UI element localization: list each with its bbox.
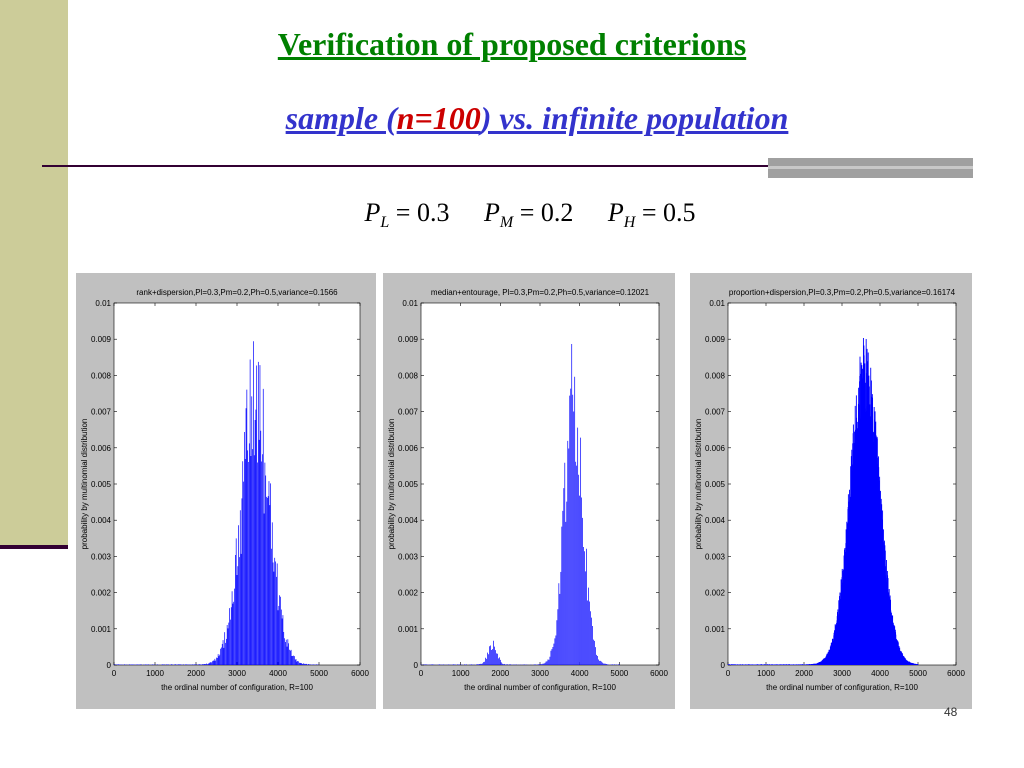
slide-subtitle: sample (n=100) vs. infinite population bbox=[0, 100, 1024, 137]
y-tick-label: 0.001 bbox=[705, 625, 726, 634]
x-tick-label: 5000 bbox=[310, 669, 328, 678]
x-tick-label: 2000 bbox=[491, 669, 509, 678]
x-tick-label: 4000 bbox=[871, 669, 889, 678]
distribution-bars bbox=[420, 343, 620, 665]
formula-term-high: PH = 0.5 bbox=[607, 198, 696, 232]
side-divider bbox=[0, 545, 68, 549]
y-tick-label: 0.004 bbox=[398, 516, 419, 525]
x-tick-label: 3000 bbox=[531, 669, 549, 678]
x-tick-label: 6000 bbox=[947, 669, 965, 678]
probability-formula: PL = 0.3 PM = 0.2 PH = 0.5 bbox=[0, 198, 1024, 232]
y-tick-label: 0.01 bbox=[402, 299, 418, 308]
x-tick-label: 1000 bbox=[452, 669, 470, 678]
chart-proportion-dispersion: proportion+dispersion,Pl=0.3,Pm=0.2,Ph=0… bbox=[694, 288, 965, 692]
distribution-bars bbox=[113, 341, 320, 665]
y-axis-label: probability by multinomial distribution bbox=[694, 419, 703, 550]
y-tick-label: 0.001 bbox=[91, 625, 112, 634]
y-tick-label: 0.006 bbox=[705, 444, 726, 453]
y-tick-label: 0.01 bbox=[709, 299, 725, 308]
y-tick-label: 0.001 bbox=[398, 625, 419, 634]
y-tick-label: 0.002 bbox=[91, 589, 112, 598]
y-tick-label: 0.005 bbox=[398, 480, 419, 489]
y-tick-label: 0.007 bbox=[705, 408, 726, 417]
y-tick-label: 0.009 bbox=[398, 335, 419, 344]
page-number: 48 bbox=[944, 705, 958, 719]
x-tick-label: 2000 bbox=[187, 669, 205, 678]
y-tick-label: 0.005 bbox=[91, 480, 112, 489]
y-tick-label: 0.008 bbox=[705, 371, 726, 380]
x-axis-label: the ordinal number of configuration, R=1… bbox=[161, 683, 313, 692]
y-tick-label: 0.007 bbox=[91, 408, 112, 417]
y-tick-label: 0.009 bbox=[705, 335, 726, 344]
y-axis-label: probability by multinomial distribution bbox=[80, 419, 89, 550]
chart-rank-dispersion: rank+dispersion,Pl=0.3,Pm=0.2,Ph=0.5,var… bbox=[80, 288, 369, 692]
distribution-bars bbox=[727, 337, 919, 665]
formula-term-low: PL = 0.3 bbox=[364, 198, 450, 232]
x-tick-label: 5000 bbox=[909, 669, 927, 678]
x-tick-label: 6000 bbox=[650, 669, 668, 678]
chart-panel-rank-dispersion: rank+dispersion,Pl=0.3,Pm=0.2,Ph=0.5,var… bbox=[76, 273, 376, 709]
x-tick-label: 0 bbox=[112, 669, 117, 678]
y-tick-label: 0 bbox=[107, 661, 112, 670]
x-tick-label: 6000 bbox=[351, 669, 369, 678]
x-tick-label: 4000 bbox=[571, 669, 589, 678]
slide-title: Verification of proposed criterions bbox=[277, 26, 747, 62]
y-axis-label: probability by multinomial distribution bbox=[387, 419, 396, 550]
y-tick-label: 0 bbox=[721, 661, 726, 670]
x-tick-label: 1000 bbox=[146, 669, 164, 678]
side-band bbox=[0, 0, 68, 545]
y-tick-label: 0.01 bbox=[95, 299, 111, 308]
y-tick-label: 0.007 bbox=[398, 408, 419, 417]
subtitle-prefix: sample ( bbox=[285, 100, 397, 136]
x-axis-label: the ordinal number of configuration, R=1… bbox=[766, 683, 918, 692]
x-tick-label: 3000 bbox=[833, 669, 851, 678]
y-tick-label: 0.002 bbox=[705, 589, 726, 598]
y-tick-label: 0.003 bbox=[705, 552, 726, 561]
y-tick-label: 0.008 bbox=[398, 371, 419, 380]
y-tick-label: 0.006 bbox=[398, 444, 419, 453]
chart-panel-proportion-dispersion: proportion+dispersion,Pl=0.3,Pm=0.2,Ph=0… bbox=[690, 273, 972, 709]
y-tick-label: 0.009 bbox=[91, 335, 112, 344]
subtitle-sample-size: n=100 bbox=[396, 100, 481, 136]
decorative-bar bbox=[768, 158, 973, 178]
y-tick-label: 0.004 bbox=[91, 516, 112, 525]
y-tick-label: 0 bbox=[414, 661, 419, 670]
plot-area bbox=[420, 302, 660, 666]
x-tick-label: 0 bbox=[726, 669, 731, 678]
chart-title: rank+dispersion,Pl=0.3,Pm=0.2,Ph=0.5,var… bbox=[136, 288, 338, 297]
chart-median-entourage: median+entourage, Pl=0.3,Pm=0.2,Ph=0.5,v… bbox=[387, 288, 668, 692]
y-tick-label: 0.008 bbox=[91, 371, 112, 380]
y-tick-label: 0.004 bbox=[705, 516, 726, 525]
subtitle-suffix: ) vs. infinite population bbox=[480, 100, 789, 136]
x-tick-label: 4000 bbox=[269, 669, 287, 678]
y-tick-label: 0.002 bbox=[398, 589, 419, 598]
chart-panel-median-entourage: median+entourage, Pl=0.3,Pm=0.2,Ph=0.5,v… bbox=[383, 273, 675, 709]
x-axis-label: the ordinal number of configuration, R=1… bbox=[464, 683, 616, 692]
x-tick-label: 3000 bbox=[228, 669, 246, 678]
chart-title: median+entourage, Pl=0.3,Pm=0.2,Ph=0.5,v… bbox=[431, 288, 650, 297]
title-divider bbox=[42, 165, 972, 167]
y-tick-label: 0.006 bbox=[91, 444, 112, 453]
x-tick-label: 5000 bbox=[610, 669, 628, 678]
chart-title: proportion+dispersion,Pl=0.3,Pm=0.2,Ph=0… bbox=[729, 288, 956, 297]
x-tick-label: 0 bbox=[419, 669, 424, 678]
y-tick-label: 0.003 bbox=[398, 552, 419, 561]
y-tick-label: 0.003 bbox=[91, 552, 112, 561]
x-tick-label: 2000 bbox=[795, 669, 813, 678]
y-tick-label: 0.005 bbox=[705, 480, 726, 489]
x-tick-label: 1000 bbox=[757, 669, 775, 678]
formula-term-mid: PM = 0.2 bbox=[483, 198, 574, 232]
